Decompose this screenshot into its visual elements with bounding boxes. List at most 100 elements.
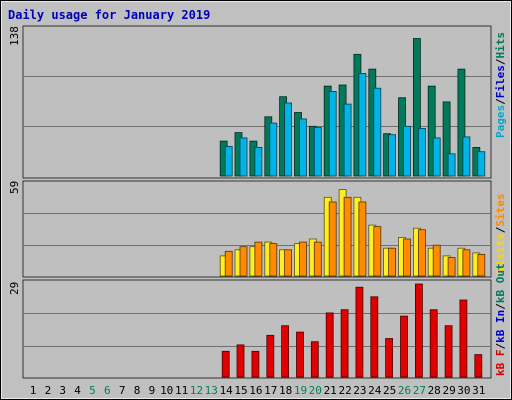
bar-kb-f bbox=[281, 325, 290, 378]
bar-sites bbox=[417, 229, 426, 277]
xtick-day: 6 bbox=[104, 384, 111, 397]
xtick-day: 12 bbox=[190, 384, 203, 397]
bar-kb-f bbox=[370, 296, 379, 378]
bar-kb-f bbox=[459, 299, 468, 378]
bar-kb-f bbox=[340, 309, 349, 378]
ytick-max-visits: 59 bbox=[8, 181, 21, 194]
bar-kb-f bbox=[310, 341, 319, 378]
bar-pages bbox=[432, 137, 441, 177]
bar-kb-f bbox=[444, 325, 453, 378]
bar-kb-f bbox=[414, 283, 423, 378]
bar-pages bbox=[224, 145, 233, 177]
xtick-day: 2 bbox=[45, 384, 52, 397]
legend-entry: Sites bbox=[494, 194, 507, 227]
ytick-max-hits: 138 bbox=[8, 26, 21, 46]
chart-title: Daily usage for January 2019 bbox=[8, 8, 210, 22]
bar-pages bbox=[403, 125, 411, 177]
bar-sites bbox=[284, 249, 293, 277]
x-axis-day-labels: 1 2 3 4 5 6 7 8 9 10 11 12 13 14 15 16 17 18 19 20 21 22 23 24 2… bbox=[30, 384, 486, 397]
bar-pages bbox=[358, 73, 367, 177]
bar-kb-f bbox=[296, 331, 304, 378]
bar-sites bbox=[388, 247, 397, 277]
xtick-day: 26 bbox=[398, 384, 411, 397]
xtick-day: 13 bbox=[205, 384, 218, 397]
bar-kb-f bbox=[325, 312, 334, 378]
bar-sites bbox=[269, 243, 278, 277]
xtick-day: 11 bbox=[175, 384, 188, 397]
bar-pages bbox=[477, 151, 486, 177]
bar-pages bbox=[313, 126, 322, 177]
bar-sites bbox=[224, 250, 233, 277]
bar-sites bbox=[373, 226, 382, 277]
xtick-day: 28 bbox=[428, 384, 441, 397]
bar-sites bbox=[447, 257, 456, 277]
bar-kb-f bbox=[355, 286, 364, 378]
legend-entry: kB F bbox=[494, 350, 507, 377]
legend-entry: / bbox=[494, 303, 507, 310]
bar-pages bbox=[462, 136, 471, 177]
bar-hits bbox=[457, 68, 466, 177]
xtick-day: 17 bbox=[264, 384, 277, 397]
xtick-day: 29 bbox=[442, 384, 455, 397]
bar-kb-f bbox=[474, 354, 483, 378]
bar-pages bbox=[373, 87, 382, 177]
xtick-day: 16 bbox=[249, 384, 262, 397]
bar-pages bbox=[239, 137, 248, 177]
bar-sites bbox=[477, 253, 486, 277]
legend-entry: / bbox=[494, 98, 507, 105]
xtick-day: 18 bbox=[279, 384, 292, 397]
legend-entry: / bbox=[494, 343, 507, 350]
bar-pages bbox=[299, 118, 307, 177]
bar-kb-f bbox=[251, 350, 260, 378]
xtick-day: 20 bbox=[309, 384, 322, 397]
legend-entry: kB In bbox=[494, 310, 507, 343]
bar-pages bbox=[254, 146, 263, 177]
bar-sites bbox=[313, 241, 322, 277]
xtick-day: 10 bbox=[160, 384, 173, 397]
legend-entry: Files bbox=[494, 65, 507, 98]
legend-entry: kB Out bbox=[494, 263, 507, 303]
bar-sites bbox=[403, 238, 411, 277]
bar-sites bbox=[343, 196, 352, 277]
bar-kb-f bbox=[236, 344, 245, 378]
xtick-day: 5 bbox=[89, 384, 96, 397]
ytick-max-kbytes: 29 bbox=[8, 282, 21, 295]
xtick-day: 1 bbox=[30, 384, 37, 397]
bar-pages bbox=[417, 127, 426, 177]
legend-2: kB F/kB In/kB Out bbox=[494, 263, 507, 376]
bar-kb-f bbox=[385, 338, 394, 378]
xtick-day: 7 bbox=[119, 384, 126, 397]
bars bbox=[219, 38, 486, 378]
xtick-day: 15 bbox=[234, 384, 247, 397]
xtick-day: 31 bbox=[472, 384, 485, 397]
xtick-day: 27 bbox=[413, 384, 426, 397]
gridlines bbox=[24, 76, 490, 347]
xtick-day: 23 bbox=[353, 384, 366, 397]
bar-sites bbox=[358, 201, 367, 277]
bar-kb-f bbox=[429, 309, 438, 378]
bar-sites bbox=[239, 246, 248, 277]
xtick-day: 4 bbox=[74, 384, 81, 397]
xtick-day: 8 bbox=[134, 384, 141, 397]
legend-0: Pages/Files/Hits bbox=[494, 32, 507, 138]
xtick-day: 3 bbox=[59, 384, 66, 397]
legend-entry: Visits bbox=[494, 233, 507, 273]
bar-hits bbox=[412, 38, 421, 177]
bar-pages bbox=[269, 122, 278, 177]
bar-pages bbox=[447, 153, 456, 177]
xtick-day: 14 bbox=[220, 384, 234, 397]
xtick-day: 9 bbox=[149, 384, 156, 397]
xtick-day: 22 bbox=[338, 384, 351, 397]
xtick-day: 25 bbox=[383, 384, 396, 397]
legend-entry: / bbox=[494, 226, 507, 233]
xtick-day: 24 bbox=[368, 384, 382, 397]
bar-sites bbox=[432, 244, 441, 277]
bar-pages bbox=[328, 91, 337, 177]
legend-entry: Pages bbox=[494, 105, 507, 138]
bar-hits bbox=[442, 101, 451, 177]
bar-sites bbox=[254, 241, 263, 277]
bar-sites bbox=[299, 241, 307, 277]
